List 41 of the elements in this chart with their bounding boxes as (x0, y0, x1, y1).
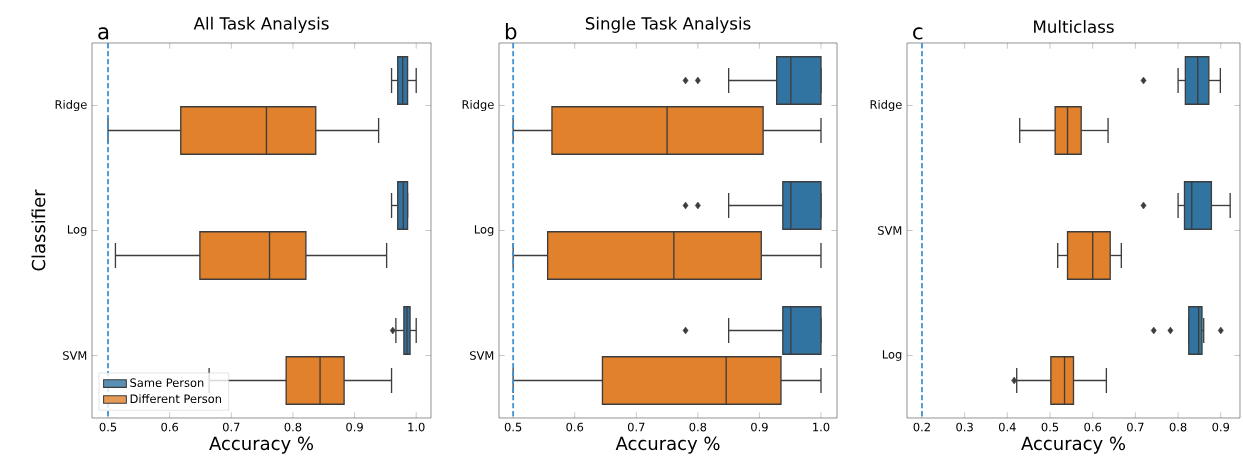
x-tick-label: 0.9 (1212, 422, 1230, 432)
y-tick-label: SVM (63, 351, 87, 360)
legend-label: Different Person (130, 394, 222, 404)
x-tick-label: 0.7 (627, 422, 645, 432)
x-tick-label: 0.6 (161, 422, 179, 432)
x-tick-label: 0.8 (284, 422, 302, 432)
x-tick-label: 0.6 (1084, 422, 1102, 432)
x-tick-label: 0.5 (1041, 422, 1059, 432)
x-tick-label: 1.0 (408, 422, 425, 432)
x-tick-label: 0.9 (751, 422, 768, 432)
y-tick-label: SVM (470, 351, 494, 360)
text: c (913, 27, 923, 40)
x-tick-label: 0.6 (566, 422, 584, 432)
y-tick-label: SVM (878, 226, 902, 235)
x-tick-label: 0.2 (913, 422, 930, 432)
y-tick-label: Log (474, 225, 494, 236)
y-tick-label: Log (882, 350, 902, 361)
x-axis-title: Accuracy % (1021, 436, 1126, 454)
x-tick-label: 0.3 (956, 422, 973, 432)
text: b (505, 23, 517, 40)
x-tick-label: 0.9 (346, 422, 363, 432)
legend-label: Same Person (130, 378, 204, 388)
x-axis-title: Accuracy % (209, 436, 314, 454)
y-tick-label: Log (67, 225, 87, 236)
y-tick-label: Ridge (55, 99, 87, 112)
x-tick-label: 0.4 (998, 422, 1016, 432)
chart-title: All Task Analysis (193, 16, 329, 33)
y-axis-title: Classifier (31, 189, 46, 271)
text: a (98, 27, 109, 40)
x-tick-label: 0.5 (504, 422, 522, 432)
x-tick-label: 0.8 (689, 422, 707, 432)
x-tick-label: 0.8 (1169, 422, 1187, 432)
x-tick-label: 0.7 (222, 422, 240, 432)
y-tick-label: Ridge (870, 99, 902, 112)
x-tick-label: 0.5 (99, 422, 117, 432)
chart-title: Multiclass (1034, 20, 1114, 33)
chart-title: Single Task Analysis (585, 16, 751, 33)
x-tick-label: 1.0 (813, 422, 830, 432)
x-axis-title: Accuracy % (615, 436, 720, 454)
x-tick-label: 0.7 (1127, 422, 1144, 432)
y-tick-label: Ridge (462, 99, 494, 112)
